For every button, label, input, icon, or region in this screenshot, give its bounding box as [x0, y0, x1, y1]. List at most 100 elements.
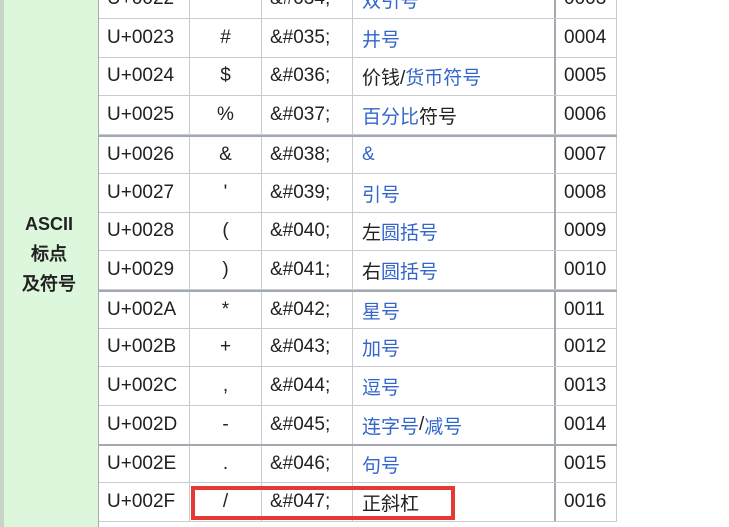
name-cell: 百分比 符号: [353, 96, 556, 134]
character-cell: %: [190, 96, 262, 134]
codepoint-cell: U+0027: [99, 174, 190, 212]
number-cell: 0016: [556, 483, 617, 521]
name-text: 符号: [419, 106, 458, 128]
codepoint-cell: U+0024: [99, 57, 190, 95]
number-cell: 0004: [556, 19, 617, 57]
name-link[interactable]: 星号: [362, 301, 401, 323]
entity-cell: &#046;: [262, 446, 353, 482]
number-cell: 0006: [556, 96, 617, 134]
name-cell: 右圆括号: [353, 251, 556, 289]
name-link[interactable]: 圆括号: [381, 261, 439, 283]
table-row: U+0024 $ &#036; 价钱/货币符号 0005: [99, 57, 617, 96]
name-cell: 引号: [353, 174, 556, 212]
name-cell: &: [353, 137, 556, 173]
character-cell: ': [190, 174, 262, 212]
name-link[interactable]: 百分比: [362, 106, 420, 128]
entity-cell: &#038;: [262, 137, 353, 173]
codepoint-cell: U+0029: [99, 251, 190, 289]
character-cell: (: [190, 212, 262, 250]
name-link[interactable]: 减号: [424, 416, 463, 438]
table-row: U+002E. &#046; 句号 0015: [99, 444, 617, 483]
name-link[interactable]: 加号: [362, 338, 401, 360]
name-link[interactable]: 圆括号: [381, 222, 439, 244]
table-row: U+002C, &#044; 逗号 0013: [99, 367, 617, 406]
name-cell: 星号: [353, 292, 556, 328]
number-cell: 0010: [556, 251, 617, 289]
entity-cell: &#035;: [262, 19, 353, 57]
number-cell: 0007: [556, 137, 617, 173]
number-cell: 0011: [556, 292, 617, 328]
name-link[interactable]: 引号: [362, 184, 401, 206]
name-cell: 加号: [353, 328, 556, 366]
name-text: 左: [362, 222, 382, 244]
group-label-line-1: ASCII: [24, 213, 73, 234]
name-link[interactable]: 逗号: [362, 377, 401, 399]
table-row: U+0022"&#034; 双引号 0003: [99, 0, 617, 19]
name-link[interactable]: 连字号: [362, 416, 420, 438]
entity-cell: &#045;: [262, 406, 353, 444]
character-cell: +: [190, 328, 262, 366]
number-cell: 0008: [556, 174, 617, 212]
entity-cell: &#039;: [262, 174, 353, 212]
character-cell: *: [190, 292, 262, 328]
codepoint-cell: U+002B: [99, 328, 190, 366]
name-text: 右: [362, 261, 382, 283]
character-cell: -: [190, 406, 262, 444]
table-row: U+0026 & &#038; & 0007: [99, 135, 617, 174]
name-link[interactable]: 货币符号: [405, 67, 482, 89]
table-row: U+0028(&#040; 左圆括号 0009: [99, 212, 617, 251]
name-text: /: [419, 414, 425, 435]
character-cell: #: [190, 19, 262, 57]
table-row: U+0029) &#041; 右圆括号 0010: [99, 251, 617, 290]
number-cell: 0013: [556, 367, 617, 405]
codepoint-cell: U+0025: [99, 96, 190, 134]
number-cell: 0005: [556, 57, 617, 95]
entity-cell: &#043;: [262, 328, 353, 366]
name-link[interactable]: 句号: [362, 455, 401, 477]
name-cell: 正斜杠: [353, 483, 556, 521]
character-cell: $: [190, 57, 262, 95]
codepoint-cell: U+0023: [99, 19, 190, 57]
name-cell: 井号: [353, 19, 556, 57]
table-row: U+0027 ' &#039; 引号 0008: [99, 174, 617, 213]
name-cell: 句号: [353, 446, 556, 482]
codepoint-cell: U+002D: [99, 406, 190, 444]
character-cell: /: [190, 483, 262, 521]
codepoint-cell: U+002C: [99, 367, 190, 405]
codepoint-cell: U+0028: [99, 212, 190, 250]
entity-cell: &#047;: [262, 483, 353, 521]
number-cell: 0009: [556, 212, 617, 250]
entity-cell: &#034;: [262, 0, 353, 18]
name-link[interactable]: &: [362, 144, 375, 165]
table-left-border: [0, 0, 4, 527]
entity-cell: &#036;: [262, 57, 353, 95]
codepoint-cell: U+002E: [99, 446, 190, 482]
name-cell: 左圆括号: [353, 212, 556, 250]
name-cell: 价钱/货币符号: [353, 57, 556, 95]
codepoint-cell: U+0026: [99, 137, 190, 173]
entity-cell: &#040;: [262, 212, 353, 250]
entity-cell: &#041;: [262, 251, 353, 289]
entity-cell: &#044;: [262, 367, 353, 405]
table-row: U+0023 # &#035; 井号 0004: [99, 19, 617, 58]
character-cell: ": [190, 0, 262, 18]
character-cell: .: [190, 446, 262, 482]
number-cell: 0003: [556, 0, 617, 18]
group-label-line-3: 及符号: [22, 273, 76, 294]
codepoint-cell: U+002F: [99, 483, 190, 521]
name-text: 价钱/: [362, 67, 406, 89]
character-cell: ): [190, 251, 262, 289]
table-row: U+002F / &#047; 正斜杠 0016: [99, 483, 617, 522]
table-row: U+002A * &#042; 星号 0011: [99, 290, 617, 329]
entity-cell: &#037;: [262, 96, 353, 134]
table-row: U+002D - &#045; 连字号 / 减号 0014: [99, 406, 617, 445]
character-cell: ,: [190, 367, 262, 405]
name-link[interactable]: 井号: [362, 29, 401, 51]
name-cell: 连字号 / 减号: [353, 406, 556, 444]
group-header-ascii: ASCII 标点 及符号: [0, 0, 99, 527]
number-cell: 0012: [556, 328, 617, 366]
table-row: U+002B + &#043; 加号 0012: [99, 328, 617, 367]
name-link[interactable]: 双引号: [362, 0, 420, 12]
entity-cell: &#042;: [262, 292, 353, 328]
group-label-line-2: 标点: [31, 243, 67, 264]
